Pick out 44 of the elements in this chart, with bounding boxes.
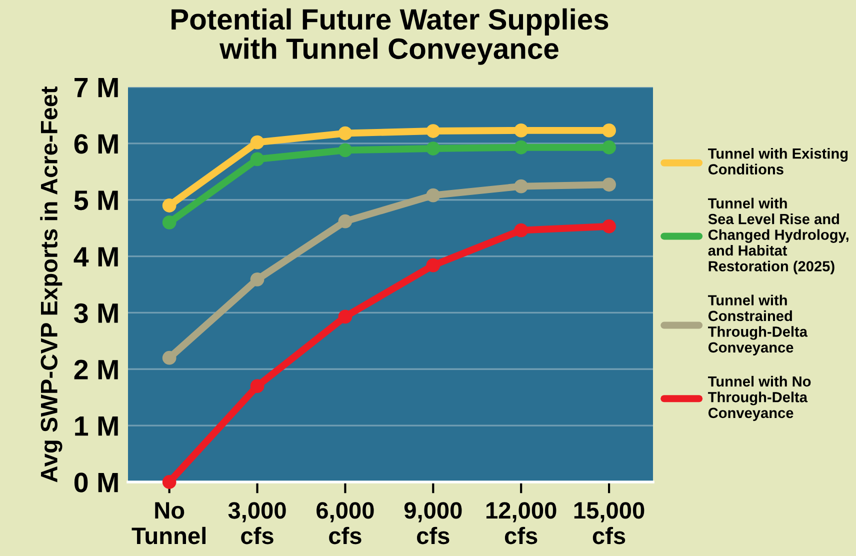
chart-title: Potential Future Water Supplies with Tunnel Conveyance (172, 8, 608, 65)
point (162, 215, 176, 230)
y-tick-label: 6 M (74, 134, 118, 154)
point (426, 142, 440, 156)
point (426, 258, 440, 272)
y-tick-label: 3 M (74, 303, 118, 324)
point (514, 140, 528, 154)
point (602, 124, 616, 138)
point (162, 350, 176, 365)
point (250, 152, 264, 166)
point (426, 124, 440, 138)
x-tick-label: 3,000 cfs (228, 502, 286, 544)
point (338, 126, 352, 140)
legend-label: Tunnel with Existing Conditions (708, 148, 848, 174)
point (514, 223, 528, 238)
point (338, 214, 352, 228)
x-tick-label: 15,000 cfs (574, 502, 644, 544)
point (250, 379, 264, 394)
y-tick-label: 1 M (75, 416, 118, 436)
y-tick-label: 7 M (74, 78, 118, 98)
point (602, 140, 616, 154)
point (338, 310, 352, 324)
y-tick-label: 5 M (74, 190, 118, 210)
point (514, 179, 528, 194)
y-tick-label: 4 M (74, 247, 118, 266)
y-tick-label: 2 M (74, 360, 118, 380)
y-tick-label: 0 M (74, 472, 118, 492)
x-tick-label: 6,000 cfs (316, 502, 374, 544)
legend-label: Tunnel with Sea Level Rise and Changed Hydrology, and Habitat Restoration (2025) (708, 198, 848, 274)
point (602, 219, 616, 234)
legend-label: Tunnel with No Through-Delta Conveyance (708, 376, 811, 421)
x-tick-label: 12,000 cfs (486, 502, 556, 544)
point (250, 135, 264, 150)
point (426, 188, 440, 202)
point (602, 178, 616, 192)
x-tick-label: No Tunnel (132, 502, 206, 544)
point (514, 124, 528, 138)
point (162, 198, 176, 212)
point (338, 143, 352, 158)
point (162, 475, 176, 489)
y-axis-title: Avg SWP-CVP Exports in Acre-Feet (40, 86, 62, 482)
point (250, 272, 264, 286)
x-tick-label: 9,000 cfs (404, 502, 462, 544)
legend-label: Tunnel with Constrained Through-Delta Conveyance (708, 294, 808, 356)
